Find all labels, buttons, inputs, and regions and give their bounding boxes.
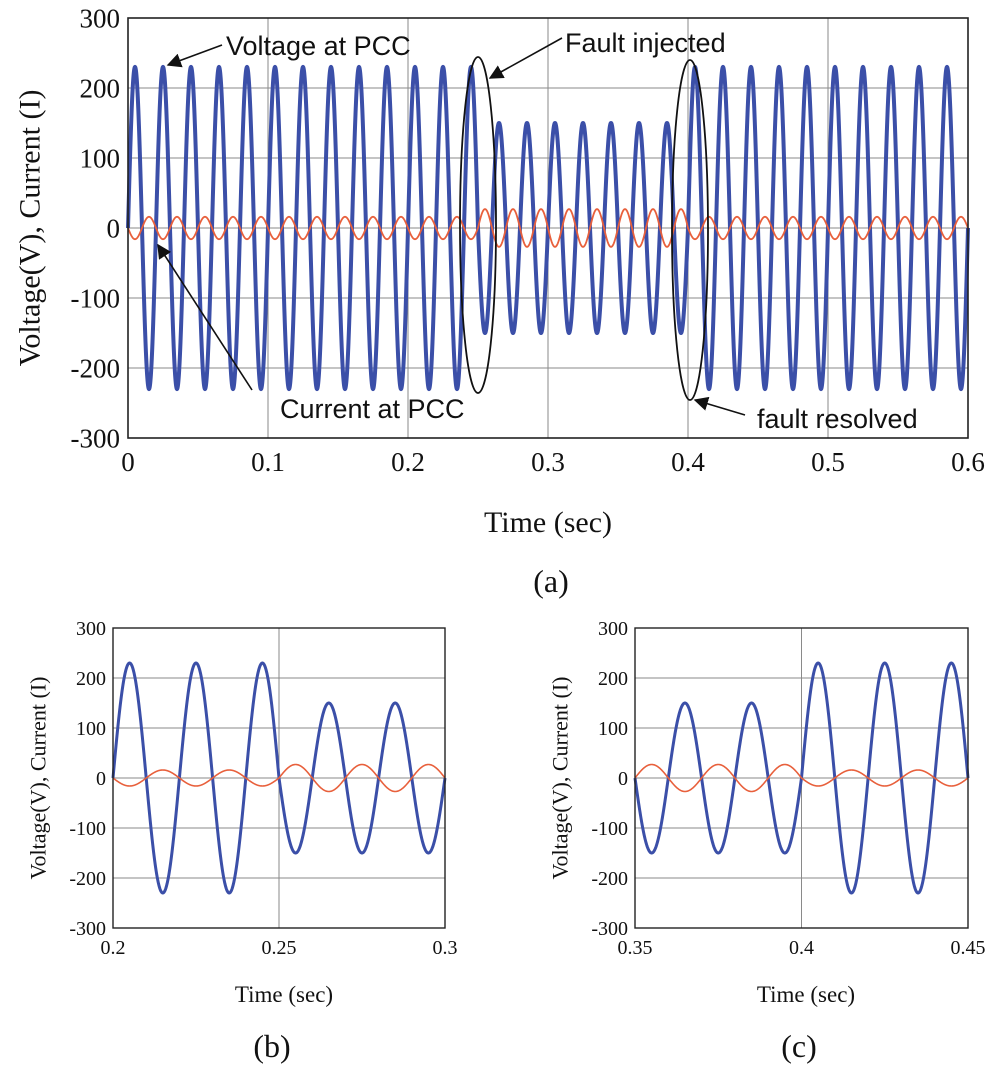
- chart-c-y-tick-label: 100: [598, 718, 628, 740]
- voltage-annotation-label: Voltage at PCC: [226, 31, 411, 61]
- chart-a-current-series: [127, 208, 969, 248]
- chart-c-x-tick-label: 0.4: [789, 937, 814, 959]
- chart-b-x-tick-label: 0.2: [101, 937, 126, 959]
- chart-a-y-tick-label: 100: [80, 143, 121, 173]
- chart-b: 0.2 0.25 0.3 300 200 100 0 -100 -200 -300 Time (…: [26, 618, 458, 1064]
- chart-a-y-tick-label: -100: [71, 283, 121, 313]
- chart-b-y-tick-label: 0: [96, 768, 106, 790]
- panel-label-a: (a): [533, 563, 569, 599]
- chart-b-x-tick-label: 0.3: [433, 937, 458, 959]
- chart-b-y-tick-label: -100: [69, 818, 106, 840]
- chart-a-x-tick-label: 0.3: [531, 447, 565, 477]
- chart-b-x-ticks: 0.2 0.25 0.3: [101, 937, 458, 959]
- panel-label-c: (c): [781, 1028, 817, 1064]
- chart-a-y-axis-label: Voltage(V), Current (I): [14, 90, 47, 367]
- chart-c-y-ticks: 300 200 100 0 -100 -200 -300: [591, 618, 628, 940]
- panel-label-b: (b): [253, 1028, 290, 1064]
- chart-c-x-ticks: 0.35 0.4 0.45: [618, 937, 986, 959]
- chart-c-x-tick-label: 0.45: [951, 937, 986, 959]
- chart-c-frame: [634, 627, 969, 929]
- voltage-annotation-arrow: [166, 44, 223, 68]
- chart-a-y-tick-label: 300: [80, 3, 121, 33]
- chart-a-y-ticks: 300 200 100 0 -100 -200 -300: [71, 3, 121, 453]
- chart-b-x-tick-label: 0.25: [262, 937, 297, 959]
- fault-injected-ellipse: [459, 56, 497, 394]
- chart-a-x-ticks: 0 0.1 0.2 0.3 0.4 0.5 0.6: [121, 447, 985, 477]
- chart-c-y-tick-label: 0: [618, 768, 628, 790]
- chart-c-y-tick-label: 200: [598, 668, 628, 690]
- chart-b-y-tick-label: 200: [76, 668, 106, 690]
- fault-resolved-arrow: [693, 396, 746, 416]
- chart-c-current-series: [634, 763, 969, 793]
- chart-a-plot-area: [126, 65, 970, 391]
- chart-b-frame: [112, 627, 446, 929]
- chart-a-x-tick-label: 0.5: [811, 447, 845, 477]
- current-annotation-label: Current at PCC: [280, 394, 465, 424]
- chart-a-y-tick-label: 0: [107, 213, 121, 243]
- chart-a-x-tick-label: 0.6: [951, 447, 985, 477]
- fault-injected-arrow: [488, 37, 563, 79]
- chart-a-y-tick-label: -200: [71, 353, 121, 383]
- chart-a-x-tick-label: 0.4: [671, 447, 705, 477]
- chart-b-y-axis-label: Voltage(V), Current (I): [26, 676, 51, 879]
- chart-a-y-tick-label: -300: [71, 423, 121, 453]
- chart-a: 0 0.1 0.2 0.3 0.4 0.5 0.6 300 200 100 0 -100 -200 -3…: [14, 3, 985, 599]
- chart-a-x-tick-label: 0.2: [391, 447, 425, 477]
- chart-b-plot-area: [111, 661, 447, 895]
- fault-resolved-label: fault resolved: [757, 404, 918, 434]
- fault-injected-label: Fault injected: [565, 28, 726, 58]
- chart-a-y-tick-label: 200: [80, 73, 121, 103]
- chart-b-current-series: [112, 763, 446, 793]
- chart-b-y-ticks: 300 200 100 0 -100 -200 -300: [69, 618, 106, 940]
- chart-a-x-tick-label: 0.1: [251, 447, 285, 477]
- chart-c-x-tick-label: 0.35: [618, 937, 653, 959]
- chart-b-x-axis-label: Time (sec): [235, 982, 333, 1007]
- chart-b-y-tick-label: 100: [76, 718, 106, 740]
- chart-c-y-tick-label: -100: [591, 818, 628, 840]
- chart-c-y-tick-label: -300: [591, 918, 628, 940]
- chart-b-y-tick-label: 300: [76, 618, 106, 640]
- chart-b-y-tick-label: -200: [69, 868, 106, 890]
- current-annotation-arrow: [157, 243, 253, 391]
- fault-resolved-ellipse: [671, 59, 709, 401]
- chart-a-x-axis-label: Time (sec): [484, 506, 612, 539]
- chart-c-x-axis-label: Time (sec): [757, 982, 855, 1007]
- chart-c-plot-area: [633, 661, 970, 895]
- chart-c-y-tick-label: 300: [598, 618, 628, 640]
- chart-c: 0.35 0.4 0.45 300 200 100 0 -100 -200 -300 Time …: [548, 618, 986, 1064]
- chart-a-x-tick-label: 0: [121, 447, 135, 477]
- chart-a-frame: [127, 17, 969, 439]
- chart-c-y-axis-label: Voltage(V), Current (I): [548, 676, 573, 879]
- chart-b-y-tick-label: -300: [69, 918, 106, 940]
- chart-c-y-tick-label: -200: [591, 868, 628, 890]
